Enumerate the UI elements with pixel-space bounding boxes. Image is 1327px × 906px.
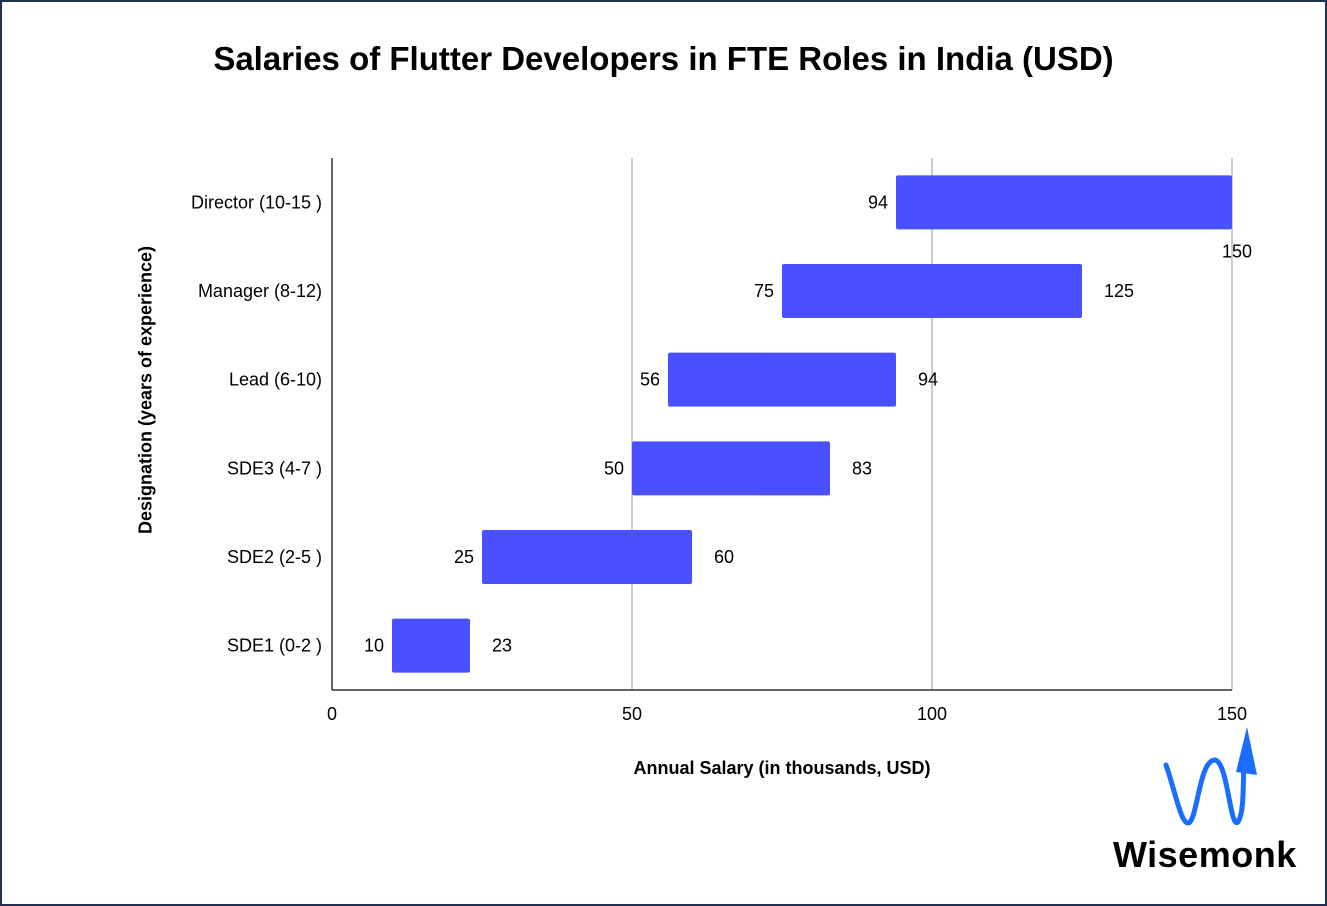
- data-label-min: 25: [454, 547, 474, 567]
- data-label-min: 56: [640, 370, 660, 390]
- bar: [782, 264, 1082, 318]
- bar: [668, 352, 896, 407]
- data-label-min: 50: [604, 458, 624, 478]
- data-label-max: 23: [492, 636, 512, 656]
- bar: [482, 530, 692, 584]
- data-label-max: 60: [714, 547, 734, 567]
- data-label-max: 125: [1104, 281, 1134, 301]
- data-label-min: 75: [754, 281, 774, 301]
- y-tick-label: Director (10-15 ): [191, 192, 322, 212]
- bar: [896, 175, 1232, 230]
- chart-title: Salaries of Flutter Developers in FTE Ro…: [213, 40, 1114, 77]
- x-tick-label: 100: [917, 704, 947, 724]
- data-label-max: 83: [852, 458, 872, 478]
- y-axis-label: Designation (years of experience): [135, 245, 156, 535]
- wisemonk-logo-text: Wisemonk: [1113, 834, 1297, 875]
- x-tick-label: 150: [1217, 704, 1247, 724]
- x-axis-label: Annual Salary (in thousands, USD): [633, 758, 931, 778]
- data-label-max: 150: [1222, 241, 1252, 261]
- data-label-min: 10: [364, 636, 384, 656]
- y-tick-label: Manager (8-12): [198, 281, 322, 301]
- data-label-max: 94: [918, 370, 938, 390]
- y-tick-label: SDE3 (4-7 ): [227, 458, 322, 478]
- y-tick-label: SDE1 (0-2 ): [227, 636, 322, 656]
- y-tick-label: Lead (6-10): [229, 370, 322, 390]
- bar: [632, 441, 830, 496]
- x-tick-label: 0: [327, 704, 337, 724]
- x-tick-label: 50: [622, 704, 642, 724]
- data-label-min: 94: [868, 192, 888, 212]
- bar: [392, 618, 470, 673]
- y-tick-label: SDE2 (2-5 ): [227, 547, 322, 567]
